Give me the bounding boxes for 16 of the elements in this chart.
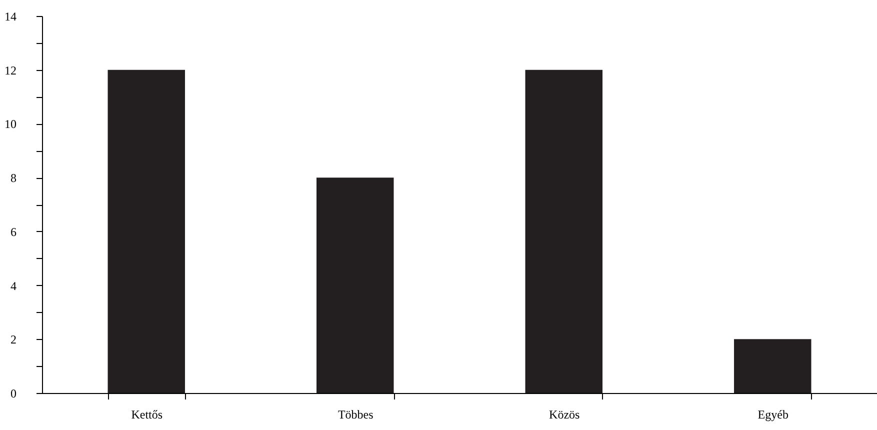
y-tick-label: 0 <box>10 386 16 400</box>
bar <box>316 178 394 393</box>
x-tick-label: Egyéb <box>758 408 788 422</box>
x-tick-label: Kettős <box>131 408 163 422</box>
y-tick-label: 2 <box>10 332 16 347</box>
y-tick-label: 10 <box>4 117 16 132</box>
bar <box>525 70 602 393</box>
x-tick-label: Közös <box>549 408 580 422</box>
y-tick-label: 12 <box>4 63 16 78</box>
bar <box>108 70 185 393</box>
y-tick-label: 6 <box>10 224 16 239</box>
y-tick-label: 14 <box>4 10 16 24</box>
x-tick-label: Többes <box>338 408 374 422</box>
y-tick-label: 4 <box>10 278 16 293</box>
bar <box>734 339 812 393</box>
y-tick-label: 8 <box>10 171 16 186</box>
